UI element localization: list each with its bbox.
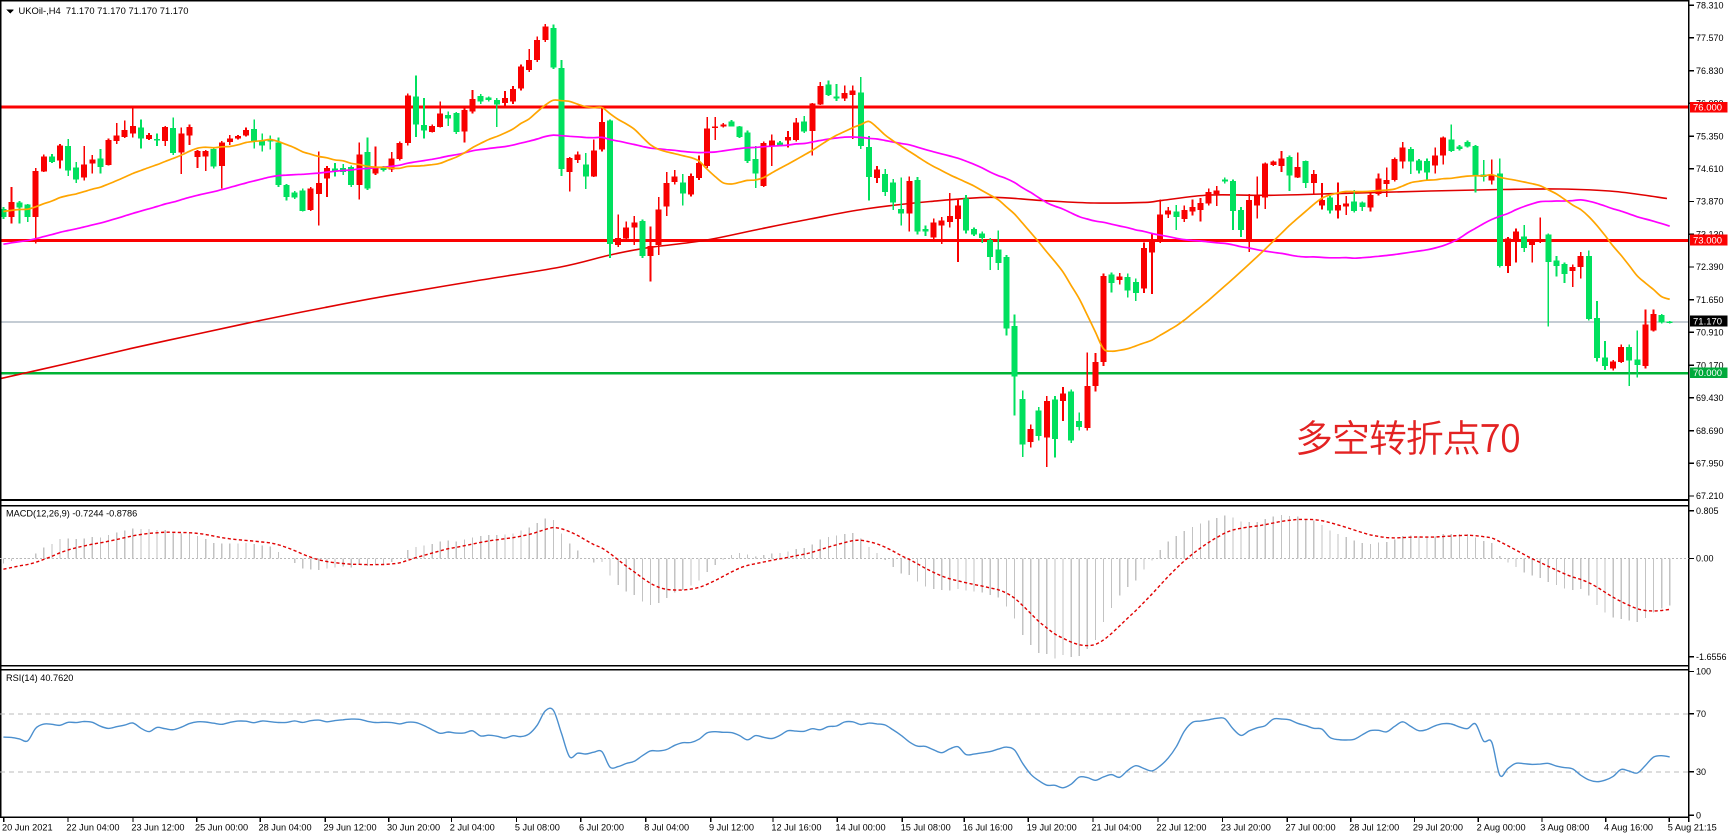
- svg-text:RSI(14) 40.7620: RSI(14) 40.7620: [6, 673, 73, 683]
- svg-text:0.00: 0.00: [1696, 554, 1714, 564]
- svg-text:0.805: 0.805: [1696, 506, 1719, 516]
- svg-text:6 Jul 20:00: 6 Jul 20:00: [579, 823, 624, 833]
- svg-text:70.000: 70.000: [1693, 368, 1722, 379]
- svg-text:74.610: 74.610: [1696, 164, 1724, 174]
- svg-text:28 Jun 04:00: 28 Jun 04:00: [259, 823, 312, 833]
- svg-text:67.210: 67.210: [1696, 491, 1724, 501]
- svg-text:4 Aug 16:00: 4 Aug 16:00: [1604, 823, 1653, 833]
- svg-text:21 Jul 04:00: 21 Jul 04:00: [1091, 823, 1141, 833]
- svg-text:75.350: 75.350: [1696, 131, 1724, 141]
- svg-text:78.310: 78.310: [1696, 0, 1724, 10]
- svg-text:29 Jul 20:00: 29 Jul 20:00: [1413, 823, 1463, 833]
- svg-text:16 Jul 16:00: 16 Jul 16:00: [963, 823, 1013, 833]
- svg-text:15 Jul 08:00: 15 Jul 08:00: [901, 823, 951, 833]
- svg-text:MACD(12,26,9) -0.7244 -0.8786: MACD(12,26,9) -0.7244 -0.8786: [6, 509, 137, 519]
- svg-text:73.000: 73.000: [1693, 235, 1722, 246]
- svg-text:19 Jul 20:00: 19 Jul 20:00: [1027, 823, 1077, 833]
- svg-text:12 Jul 16:00: 12 Jul 16:00: [771, 823, 821, 833]
- svg-text:0: 0: [1696, 811, 1701, 821]
- svg-text:70.170: 70.170: [1696, 360, 1724, 370]
- svg-text:23 Jul 20:00: 23 Jul 20:00: [1221, 823, 1271, 833]
- svg-text:70.910: 70.910: [1696, 328, 1724, 338]
- svg-text:73.870: 73.870: [1696, 197, 1724, 207]
- svg-text:69.430: 69.430: [1696, 393, 1724, 403]
- svg-text:100: 100: [1696, 667, 1711, 677]
- svg-text:5 Jul 08:00: 5 Jul 08:00: [515, 823, 560, 833]
- svg-text:71.170: 71.170: [1693, 316, 1722, 327]
- svg-text:2 Aug 00:00: 2 Aug 00:00: [1477, 823, 1526, 833]
- svg-text:72.390: 72.390: [1696, 262, 1724, 272]
- svg-text:76.830: 76.830: [1696, 66, 1724, 76]
- svg-text:73.130: 73.130: [1696, 230, 1724, 240]
- svg-text:20 Jun 2021: 20 Jun 2021: [2, 823, 53, 833]
- svg-text:14 Jul 00:00: 14 Jul 00:00: [836, 823, 886, 833]
- svg-text:5 Aug 21:15: 5 Aug 21:15: [1668, 823, 1717, 833]
- svg-text:30: 30: [1696, 767, 1706, 777]
- svg-text:8 Jul 04:00: 8 Jul 04:00: [644, 823, 689, 833]
- svg-text:23 Jun 12:00: 23 Jun 12:00: [131, 823, 184, 833]
- svg-text:-1.6556: -1.6556: [1696, 652, 1727, 662]
- svg-text:2 Jul 04:00: 2 Jul 04:00: [450, 823, 495, 833]
- svg-text:9 Jul 12:00: 9 Jul 12:00: [709, 823, 754, 833]
- svg-text:27 Jul 00:00: 27 Jul 00:00: [1286, 823, 1336, 833]
- svg-text:25 Jun 00:00: 25 Jun 00:00: [195, 823, 248, 833]
- svg-text:29 Jun 12:00: 29 Jun 12:00: [324, 823, 377, 833]
- svg-text:22 Jun 04:00: 22 Jun 04:00: [66, 823, 119, 833]
- svg-text:28 Jul 12:00: 28 Jul 12:00: [1349, 823, 1399, 833]
- svg-text:3 Aug 08:00: 3 Aug 08:00: [1540, 823, 1589, 833]
- svg-text:UKOil-,H4 71.170 71.170 71.17: UKOil-,H4 71.170 71.170 71.170 71.170: [19, 5, 189, 16]
- svg-text:71.650: 71.650: [1696, 295, 1724, 305]
- svg-text:30 Jun 20:00: 30 Jun 20:00: [387, 823, 440, 833]
- svg-text:67.950: 67.950: [1696, 459, 1724, 469]
- svg-text:22 Jul 12:00: 22 Jul 12:00: [1156, 823, 1206, 833]
- svg-text:77.570: 77.570: [1696, 33, 1724, 43]
- svg-text:70: 70: [1696, 709, 1706, 719]
- svg-text:76.000: 76.000: [1693, 103, 1722, 114]
- svg-text:68.690: 68.690: [1696, 426, 1724, 436]
